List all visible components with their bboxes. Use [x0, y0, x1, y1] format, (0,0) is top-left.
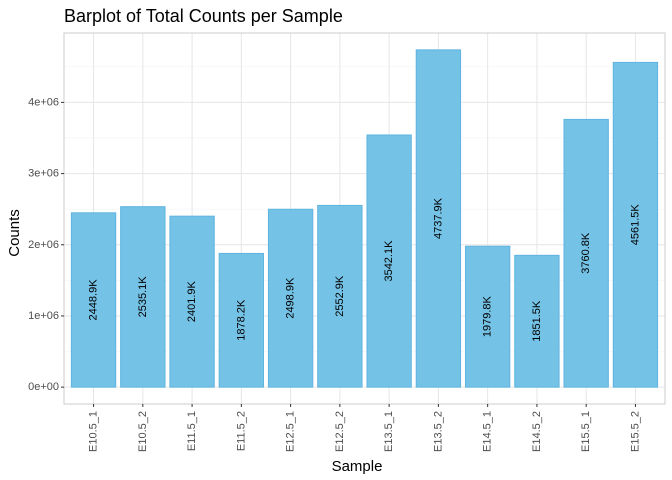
x-tick-label: E15.5_1: [580, 411, 592, 452]
x-axis-title: Sample: [332, 458, 383, 475]
y-tick-label: 4e+06: [28, 96, 59, 108]
y-tick-label: 0e+00: [28, 381, 59, 393]
x-tick-label: E12.5_1: [285, 411, 297, 452]
y-tick-label: 2e+06: [28, 239, 59, 251]
bar: [317, 204, 363, 388]
bar: [70, 212, 117, 388]
bar-data-label: 3542.1K: [383, 240, 395, 282]
bar-data-label: 4561.5K: [629, 204, 641, 246]
x-tick-label: E11.5_2: [235, 411, 247, 451]
bar: [267, 208, 314, 388]
x-axis: E10.5_1 E10.5_2 E11.5_1 E11.5_2 E12.5_1 E12.5…: [88, 404, 641, 452]
x-tick-label: E13.5_2: [432, 411, 444, 452]
bar: [464, 245, 511, 388]
bar: [218, 252, 265, 388]
data-labels: 2448.9K 2535.1K 2401.9K 1878.2K 2498.9K 2552.…: [88, 197, 642, 341]
x-tick-label: E15.5_2: [629, 411, 641, 452]
bar-data-label: 1979.8K: [482, 296, 494, 338]
bar-data-label: 2498.9K: [285, 277, 297, 319]
chart-title: Barplot of Total Counts per Sample: [64, 6, 343, 26]
bar-data-label: 3760.8K: [580, 232, 592, 274]
x-tick-label: E13.5_1: [383, 411, 395, 452]
bar: [415, 49, 462, 388]
bar: [169, 215, 215, 388]
bar-data-label: 1878.2K: [235, 299, 247, 341]
bar-data-label: 4737.9K: [432, 197, 444, 239]
x-tick-label: E11.5_1: [186, 411, 198, 451]
y-axis-title: Counts: [6, 209, 23, 257]
panel-border: [63, 32, 666, 405]
x-tick-label: E12.5_2: [334, 411, 346, 452]
y-tick-label: 3e+06: [28, 168, 59, 180]
y-tick-label: 1e+06: [28, 310, 59, 322]
bar: [366, 134, 412, 388]
x-tick-label: E14.5_1: [482, 411, 494, 452]
bar-data-label: 2448.9K: [88, 279, 100, 321]
y-axis: 0e+00 1e+06 2e+06 3e+06 4e+06: [28, 96, 64, 393]
bar-data-label: 2401.9K: [186, 280, 198, 322]
bar: [563, 118, 609, 388]
x-tick-label: E14.5_2: [531, 411, 543, 452]
bar: [612, 61, 659, 388]
x-tick-label: E10.5_1: [88, 411, 100, 452]
bar: [514, 254, 560, 388]
bar-data-label: 2535.1K: [137, 276, 149, 318]
bar-data-label: 2552.9K: [334, 275, 346, 317]
bar: [120, 206, 166, 388]
x-tick-label: E10.5_2: [137, 411, 149, 452]
bar-data-label: 1851.5K: [531, 300, 543, 342]
bars: [70, 49, 659, 388]
